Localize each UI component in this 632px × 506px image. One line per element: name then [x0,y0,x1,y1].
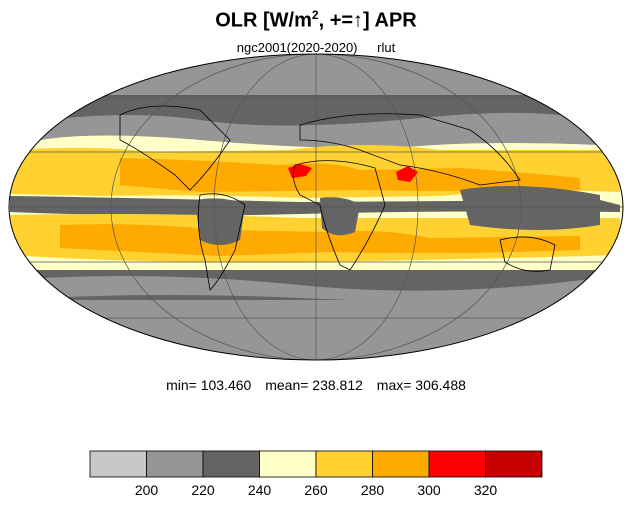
colorbar-box [202,450,260,478]
colorbar-tick-label: 320 [474,482,498,498]
colorbar-tick-label: 200 [135,482,159,498]
title-suffix: , +=↑] APR [318,9,417,32]
colorbar-labels: 200 220 240 260 280 300 320 [135,482,498,498]
colorbar: 200 220 240 260 280 300 320 [89,450,543,498]
congo-convection [320,197,360,236]
amazon-convection [195,198,245,245]
stat-mean: mean= 238.812 [265,377,363,393]
colorbar-box [315,450,373,478]
colorbar-tick-label: 300 [417,482,441,498]
colorbar-box [372,450,430,478]
colorbar-tick-label: 260 [304,482,328,498]
world-map [8,53,624,361]
stat-max: max= 306.488 [376,377,466,393]
colorbar-tick-label: 240 [248,482,272,498]
maritime-continent-convection [460,186,600,230]
variable-label: rlut [377,40,396,55]
title-main: OLR [W/m [215,9,312,32]
colorbar-tick-label: 220 [191,482,215,498]
arabia-max [396,166,418,182]
globe-outline [8,53,624,361]
case-label: ngc2001(2020-2020) [236,40,358,55]
colorbar-box [485,450,543,478]
olr-field [9,54,623,360]
graticule [9,54,623,360]
north-america-coast [119,105,231,191]
africa-coast [292,160,386,271]
colorbar-box [428,450,486,478]
colorbar-box [259,450,317,478]
colorbar-tick-label: 280 [361,482,385,498]
colorbar-box [146,450,204,478]
page-title: OLR [W/m2, +=↑] APR [0,8,632,33]
field-statistics: min= 103.460 mean= 238.812 max= 306.488 [0,377,632,393]
stat-min: min= 103.460 [166,377,252,393]
subtitle: ngc2001(2020-2020) rlut [0,40,632,55]
south-america-coast [197,193,246,291]
title-superscript: 2 [311,8,319,22]
colorbar-boxes [89,450,543,478]
colorbar-box [89,450,147,478]
australia-coast [499,236,556,272]
eurasia-coast [299,113,521,186]
coastlines [119,105,556,291]
